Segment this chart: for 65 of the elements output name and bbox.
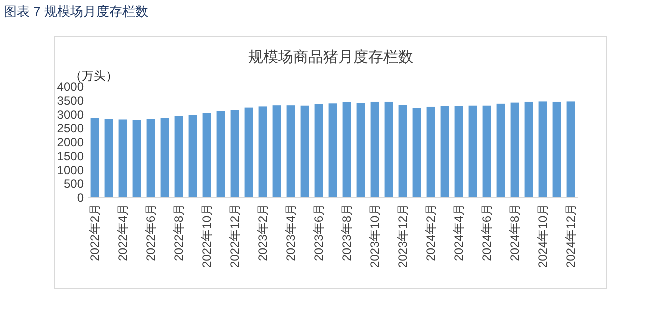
bar <box>454 106 464 198</box>
bar <box>244 108 254 198</box>
x-tick-label: 2022年6月 <box>144 204 158 262</box>
bar <box>384 102 394 198</box>
bar <box>510 102 520 198</box>
x-tick-label: 2024年12月 <box>564 204 578 268</box>
y-tick-label: 1500 <box>57 149 84 164</box>
y-tick-label: 3000 <box>57 108 84 122</box>
bar <box>482 106 492 198</box>
y-tick-label: 2000 <box>57 136 84 150</box>
bar <box>146 119 156 198</box>
bar <box>188 115 198 198</box>
bar <box>440 106 450 198</box>
y-tick-label: 4000 <box>57 80 84 94</box>
bar <box>566 102 576 198</box>
x-tick-label: 2022年4月 <box>116 204 130 262</box>
x-tick-label: 2022年12月 <box>228 204 242 268</box>
y-tick-label: 3500 <box>57 94 84 108</box>
x-tick-label: 2023年6月 <box>312 204 326 262</box>
bar <box>230 110 240 198</box>
y-tick-label: 500 <box>64 177 84 192</box>
y-axis-title: （万头） <box>70 69 118 83</box>
x-tick-label: 2022年8月 <box>172 204 186 262</box>
x-tick-label: 2022年2月 <box>88 204 102 262</box>
bar <box>552 102 562 198</box>
bar <box>468 106 478 198</box>
x-tick-label: 2022年10月 <box>200 204 214 268</box>
bar <box>538 102 548 198</box>
bar <box>370 102 380 198</box>
x-tick-label: 2023年4月 <box>284 204 298 262</box>
bar <box>132 120 142 198</box>
bar <box>90 118 100 198</box>
x-tick-label: 2024年4月 <box>452 204 466 262</box>
y-tick-label: 1000 <box>57 163 84 178</box>
bar <box>216 111 226 198</box>
bar <box>286 106 296 198</box>
bar <box>258 106 268 198</box>
bar <box>412 108 422 198</box>
x-tick-label: 2023年10月 <box>368 204 382 268</box>
bar <box>426 106 436 198</box>
bar <box>202 113 212 198</box>
x-tick-label: 2023年12月 <box>396 204 410 268</box>
bar <box>356 103 366 198</box>
bar <box>314 104 324 198</box>
chart-subtitle: 图表 7 规模场月度存栏数 <box>4 4 148 19</box>
bar <box>328 104 338 198</box>
bar <box>160 118 170 198</box>
bar <box>174 116 184 198</box>
x-tick-label: 2024年2月 <box>424 204 438 262</box>
x-tick-label: 2023年2月 <box>256 204 270 262</box>
bar <box>398 105 408 198</box>
x-tick-label: 2024年8月 <box>508 204 522 262</box>
chart-title: 规模场商品猪月度存栏数 <box>248 49 414 66</box>
bar <box>272 106 282 198</box>
bar <box>118 120 128 198</box>
y-tick-label: 2500 <box>57 122 84 136</box>
bar <box>342 102 352 198</box>
bar <box>300 106 310 198</box>
x-tick-label: 2024年10月 <box>536 204 550 268</box>
bar <box>104 119 114 198</box>
bar <box>524 102 534 198</box>
bar <box>496 104 506 198</box>
y-tick-label: 0 <box>77 191 84 205</box>
x-tick-label: 2024年6月 <box>480 204 494 262</box>
x-tick-label: 2023年8月 <box>340 204 354 262</box>
